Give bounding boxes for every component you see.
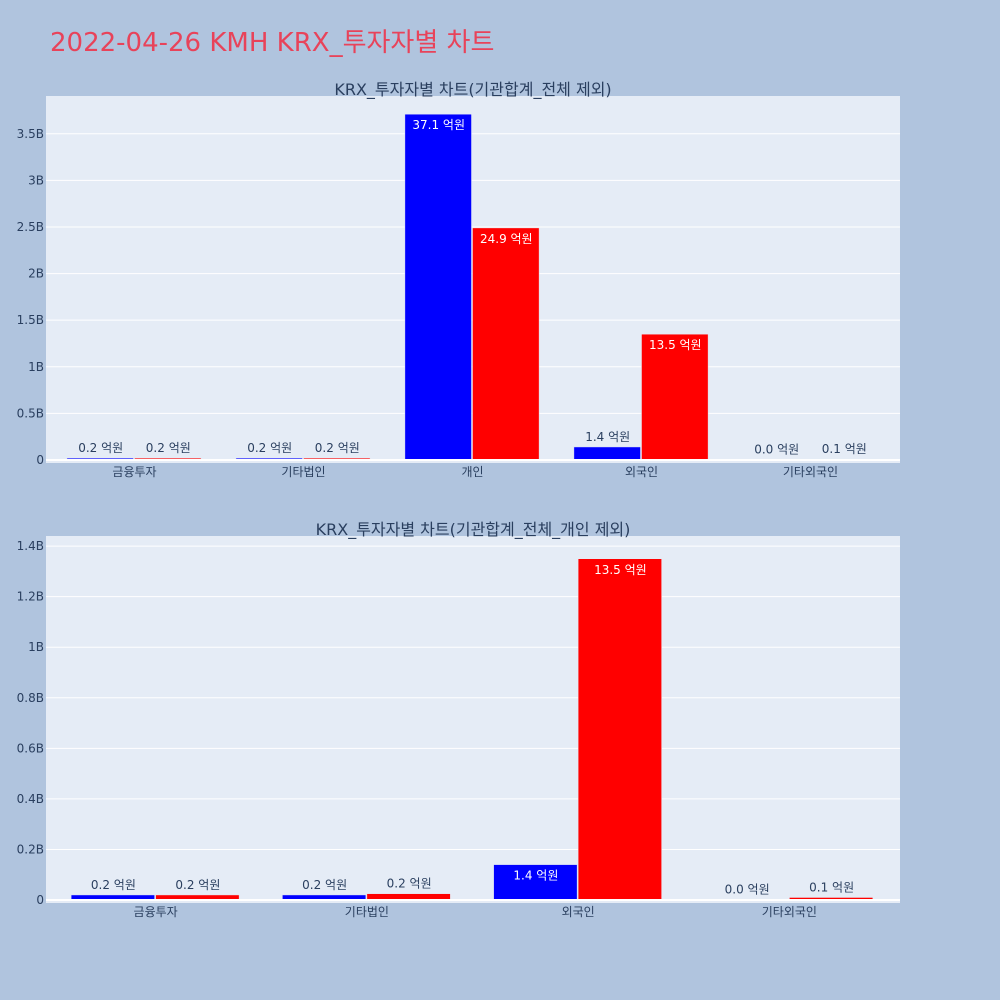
y-tick-label: 0.4B xyxy=(17,792,44,806)
y-tick-label: 0.6B xyxy=(17,741,44,755)
x-tick-label: 기타법인 xyxy=(281,465,325,479)
y-tick-label: 2B xyxy=(28,267,44,281)
y-tick-label: 1.5B xyxy=(17,313,44,327)
bar xyxy=(404,113,472,461)
x-tick-label: 기타법인 xyxy=(345,905,389,919)
y-tick-label: 1.2B xyxy=(17,590,44,604)
x-tick-label: 개인 xyxy=(461,465,483,479)
data-label: 0.0 억원 xyxy=(725,883,770,897)
data-label: 0.2 억원 xyxy=(175,878,220,892)
x-tick-label: 기타외국인 xyxy=(762,905,817,919)
data-label: 13.5 억원 xyxy=(649,338,702,352)
chart-title: KRX_투자자별 차트(기관합계_전체_개인 제외) xyxy=(316,520,631,540)
y-tick-label: 3.5B xyxy=(17,127,44,141)
y-tick-label: 0.2B xyxy=(17,842,44,856)
y-tick-label: 1B xyxy=(28,360,44,374)
chart-1: 0 0.5B 1B 1.5B 2B 2.5B 3B 3.5B KRX_투자자별 차트(기관합계_… xyxy=(17,80,900,479)
x-tick-label: 금융투자 xyxy=(134,905,178,919)
y-tick-label: 2.5B xyxy=(17,220,44,234)
y-tick-label: 3B xyxy=(28,173,44,187)
y-tick-label: 1.4B xyxy=(17,539,44,553)
y-tick-label: 0.5B xyxy=(17,406,44,420)
bar xyxy=(577,558,662,901)
data-label: 0.2 억원 xyxy=(91,878,136,892)
data-label: 1.4 억원 xyxy=(513,869,558,883)
bar xyxy=(641,333,709,461)
data-label: 13.5 억원 xyxy=(594,563,647,577)
data-label: 0.2 억원 xyxy=(315,441,360,455)
data-label: 0.1 억원 xyxy=(809,880,854,894)
chart-2: 0 0.2B 0.4B 0.6B 0.8B 1B 1.2B 1.4B KRX_투자자별 차트(기… xyxy=(17,520,900,919)
bar xyxy=(493,864,578,901)
data-label: 37.1 억원 xyxy=(412,118,465,132)
data-label: 0.0 억원 xyxy=(754,443,799,457)
x-tick-label: 외국인 xyxy=(625,465,658,479)
bar xyxy=(573,446,641,461)
plot-area xyxy=(46,536,900,903)
data-label: 0.2 억원 xyxy=(146,441,191,455)
y-tick-label: 0.8B xyxy=(17,691,44,705)
bar xyxy=(472,227,540,461)
x-tick-label: 금융투자 xyxy=(112,465,156,479)
data-label: 0.2 억원 xyxy=(247,441,292,455)
x-tick-label: 기타외국인 xyxy=(783,465,838,479)
page-title: 2022-04-26 KMH KRX_투자자별 차트 xyxy=(50,28,495,58)
data-label: 24.9 억원 xyxy=(480,232,533,246)
y-tick-label: 0 xyxy=(36,893,44,907)
data-label: 1.4 억원 xyxy=(585,430,630,444)
y-tick-label: 0 xyxy=(36,453,44,467)
y-tick-label: 1B xyxy=(28,640,44,654)
data-label: 0.1 억원 xyxy=(822,442,867,456)
data-label: 0.2 억원 xyxy=(387,877,432,891)
data-label: 0.2 억원 xyxy=(302,878,347,892)
chart-title: KRX_투자자별 차트(기관합계_전체 제외) xyxy=(334,80,611,100)
x-tick-label: 외국인 xyxy=(562,905,595,919)
data-label: 0.2 억원 xyxy=(78,441,123,455)
